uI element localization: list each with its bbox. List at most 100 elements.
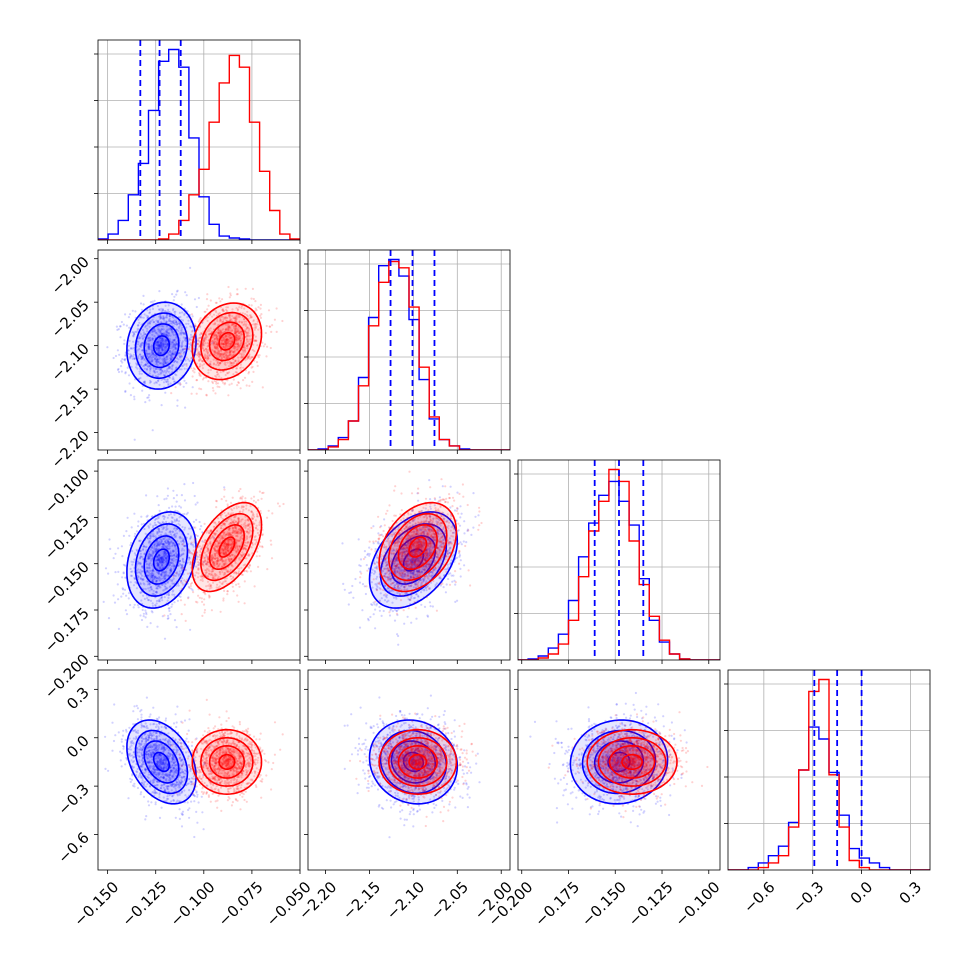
scatter-point <box>150 348 154 351</box>
scatter-point <box>233 526 236 529</box>
scatter-point <box>169 354 172 357</box>
scatter-point <box>432 568 435 571</box>
scatter-point <box>161 556 164 560</box>
scatter-point <box>150 357 153 360</box>
scatter-point <box>201 540 204 543</box>
scatter-point <box>157 346 160 349</box>
scatter-point <box>157 584 160 587</box>
scatter-point <box>165 338 168 341</box>
scatter-point <box>275 330 278 333</box>
scatter-point <box>427 556 430 559</box>
scatter-point <box>170 354 173 357</box>
scatter-point <box>226 356 229 359</box>
scatter-point <box>150 354 153 357</box>
scatter-point <box>159 344 162 347</box>
scatter-point <box>156 367 159 371</box>
scatter-point <box>233 519 236 522</box>
scatter-point <box>405 560 408 563</box>
scatter-point <box>162 343 165 346</box>
scatter-point <box>195 553 198 557</box>
scatter-point <box>193 298 197 301</box>
density-fill <box>144 323 179 368</box>
scatter-point <box>133 535 136 538</box>
scatter-point <box>187 358 190 361</box>
scatter-point <box>158 347 161 350</box>
scatter-point <box>148 566 151 569</box>
scatter-point <box>181 543 185 546</box>
scatter-point <box>218 354 221 357</box>
scatter-point <box>446 550 449 553</box>
scatter-point <box>218 334 221 337</box>
scatter-point <box>169 555 173 558</box>
scatter-point <box>224 382 227 385</box>
scatter-point <box>237 359 240 362</box>
scatter-point <box>204 593 207 596</box>
scatter-point <box>218 297 221 300</box>
scatter-point <box>228 353 231 356</box>
scatter-point <box>223 486 226 489</box>
scatter-point <box>378 581 381 584</box>
scatter-point <box>210 557 213 561</box>
scatter-point <box>152 552 155 555</box>
scatter-point <box>168 318 171 321</box>
scatter-point <box>141 336 144 339</box>
scatter-point <box>198 374 201 377</box>
scatter-point <box>175 519 178 522</box>
scatter-point <box>165 528 168 532</box>
scatter-point <box>157 348 161 351</box>
scatter-point <box>198 345 201 348</box>
scatter-point <box>175 321 178 324</box>
scatter-point <box>174 359 177 362</box>
scatter-point <box>254 339 257 342</box>
scatter-point <box>220 343 223 346</box>
scatter-point <box>135 366 138 369</box>
scatter-point <box>208 333 211 336</box>
scatter-point <box>189 537 192 540</box>
scatter-point <box>212 557 215 560</box>
scatter-point <box>196 601 199 604</box>
scatter-point <box>229 543 233 546</box>
scatter-point <box>210 572 213 575</box>
scatter-point <box>213 562 216 565</box>
scatter-point <box>458 554 462 557</box>
scatter-point <box>152 353 155 356</box>
scatter-point <box>228 560 231 563</box>
scatter-point <box>158 344 162 347</box>
scatter-point <box>221 298 224 301</box>
scatter-point <box>186 316 189 319</box>
scatter-point <box>152 570 155 573</box>
scatter-point <box>233 331 236 335</box>
scatter-point <box>387 576 390 579</box>
scatter-point <box>167 514 171 517</box>
scatter-point <box>202 338 205 341</box>
scatter-point <box>374 627 377 630</box>
scatter-point <box>237 345 240 348</box>
scatter-point <box>144 349 147 352</box>
scatter-point <box>159 362 162 365</box>
scatter-point <box>230 538 233 541</box>
scatter-point <box>240 530 243 533</box>
scatter-point <box>223 562 226 565</box>
scatter-point <box>248 335 251 338</box>
scatter-point <box>160 573 163 576</box>
scatter-point <box>225 338 229 341</box>
scatter-point <box>151 534 154 537</box>
scatter-point <box>163 546 166 549</box>
scatter-point <box>151 318 154 322</box>
scatter-point <box>256 354 259 357</box>
scatter-point <box>379 592 382 595</box>
scatter-point <box>167 593 170 596</box>
scatter-point <box>199 547 203 551</box>
scatter-point <box>222 320 225 323</box>
scatter-point <box>245 504 248 507</box>
scatter-point <box>142 334 145 337</box>
scatter-point <box>187 556 191 559</box>
scatter-point <box>169 334 172 337</box>
scatter-point <box>177 358 180 361</box>
scatter-point <box>145 566 148 569</box>
scatter-point <box>237 325 240 329</box>
scatter-point <box>386 563 389 567</box>
scatter-point <box>389 540 392 543</box>
scatter-point <box>155 602 158 605</box>
scatter-point <box>148 364 151 367</box>
